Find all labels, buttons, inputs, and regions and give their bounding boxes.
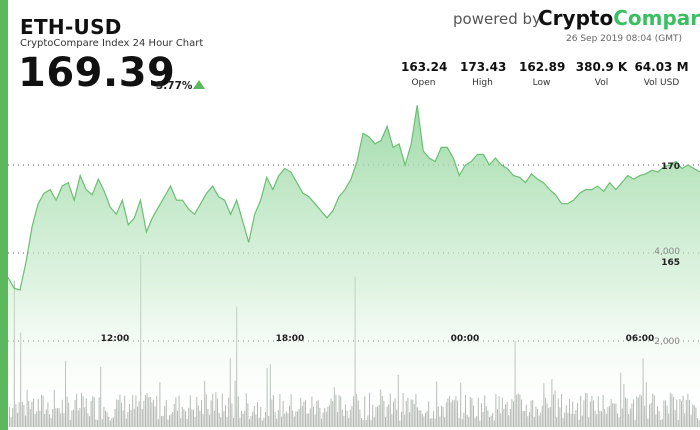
stat-high-value: 173.43: [460, 60, 507, 74]
triangle-up-icon: [193, 80, 205, 89]
stat-vol-value: 380.9 K: [575, 60, 628, 74]
price-tick-label: 165: [661, 258, 680, 268]
stat-vol: 380.9 K Vol: [574, 60, 629, 88]
brand-part2: Compare: [613, 6, 700, 30]
pair-title: ETH-USD: [20, 15, 122, 39]
timestamp: 26 Sep 2019 08:04 (GMT): [566, 34, 682, 44]
stat-open: 163.24 Open: [401, 60, 448, 88]
cryptocompare-logo[interactable]: CryptoCompare: [538, 6, 700, 30]
chart-subtitle: CryptoCompare Index 24 Hour Chart: [20, 38, 204, 49]
x-tick-label: 18:00: [276, 334, 305, 344]
price-line: [7, 105, 700, 291]
stat-vol-usd-value: 64.03 M: [634, 60, 689, 74]
volume-tick-label: 2,000: [654, 337, 680, 347]
stat-high-label: High: [472, 78, 493, 88]
x-tick-label: 06:00: [626, 334, 655, 344]
stat-low-label: Low: [532, 78, 551, 88]
brand-part1: Crypto: [538, 6, 614, 30]
accent-bar: [0, 0, 8, 430]
x-tick-label: 00:00: [451, 334, 480, 344]
volume-tick-label: 4,000: [654, 247, 680, 257]
stat-low: 162.89 Low: [519, 60, 566, 88]
stat-open-value: 163.24: [401, 60, 448, 74]
price-area: [8, 105, 700, 430]
stat-vol-usd: 64.03 M Vol USD: [634, 60, 689, 88]
stat-vol-label: Vol: [594, 78, 609, 88]
price-tick-label: 170: [661, 162, 680, 172]
stat-open-label: Open: [411, 78, 436, 88]
price-change-percent: 3.77%: [156, 80, 193, 92]
current-price: 169.39: [18, 50, 176, 96]
stat-vol-usd-label: Vol USD: [643, 78, 680, 88]
x-tick-label: 12:00: [101, 334, 130, 344]
powered-by-label: powered by: [453, 10, 541, 28]
stat-high: 173.43 High: [460, 60, 507, 88]
stat-low-value: 162.89: [519, 60, 566, 74]
